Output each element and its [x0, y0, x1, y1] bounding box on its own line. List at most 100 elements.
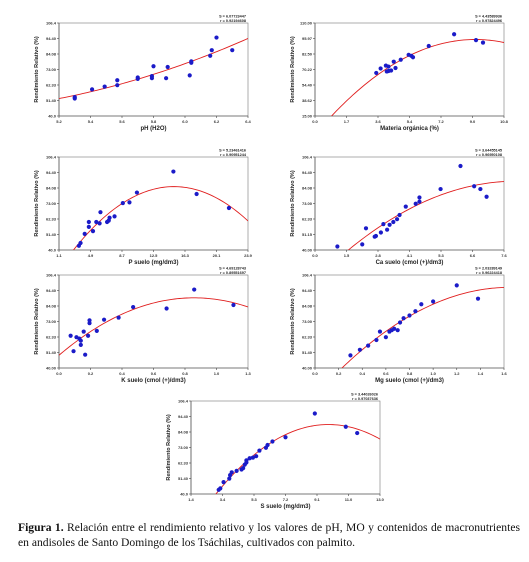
data-point	[394, 217, 400, 222]
data-point	[72, 94, 77, 100]
x-tick-label: 7.6	[501, 253, 507, 258]
y-tick-label: 95.97	[302, 36, 313, 41]
data-point	[407, 313, 412, 318]
fit-curve	[59, 38, 248, 100]
y-axis-label: Rendimiento Relativo (%)	[34, 170, 40, 236]
x-tick-label: 10.8	[500, 119, 509, 124]
data-point	[194, 191, 199, 197]
fit-stat: r = 0.92194608	[220, 19, 246, 23]
x-tick-label: 0.4	[119, 371, 125, 376]
data-point	[78, 240, 83, 246]
data-point	[247, 456, 252, 461]
data-point	[85, 333, 91, 338]
data-point	[374, 337, 379, 343]
data-point	[417, 195, 422, 200]
y-tick-label: 73.00	[46, 67, 57, 72]
x-tick-label: 5.6	[119, 119, 125, 124]
y-tick-label: 73.00	[46, 319, 57, 324]
chart-svg-mo: 0.0 1.7 3.6 5.4 7.2 9.0 10.8 15.00 38.62 54.40 70.…	[290, 15, 509, 133]
data-point	[374, 70, 379, 76]
data-point	[360, 242, 365, 247]
chart-svg-p: 1.1 4.9 8.7 12.5 16.3 20.1 23.9 40.0 51.40 62.33 7…	[34, 149, 253, 267]
plot-frame	[190, 400, 381, 495]
data-point	[383, 335, 388, 340]
x-axis-label: Ca suelo (cmol (+)/dm3)	[376, 260, 444, 266]
y-tick-label: 106.4	[302, 272, 313, 277]
data-point	[398, 57, 403, 62]
data-point	[221, 479, 226, 485]
x-tick-label: 1.0	[430, 371, 436, 376]
x-tick-label: 5.3	[251, 497, 257, 502]
y-tick-label: 106.4	[46, 154, 57, 159]
y-axis-label: Rendimiento Relativo (%)	[290, 288, 296, 354]
y-tick-label: 84.08	[46, 185, 57, 190]
data-point	[265, 442, 270, 448]
data-point	[312, 411, 317, 416]
data-point	[438, 186, 443, 192]
plot-frame	[314, 22, 505, 117]
data-point	[134, 190, 140, 195]
data-point	[378, 230, 384, 235]
data-point	[187, 73, 192, 78]
x-tick-label: 12.5	[150, 253, 159, 258]
x-tick-label: 9.1	[314, 497, 320, 502]
data-point	[283, 435, 288, 440]
plot-frame	[58, 22, 249, 117]
x-tick-label: 20.1	[213, 253, 222, 258]
y-tick-label: 94.40	[302, 170, 313, 175]
chart-svg-mg: 0.0 0.2 0.4 0.6 0.8 1.0 1.2 1.4 1.6 40.00 51.40 62.…	[290, 267, 508, 385]
x-tick-label: 6.4	[245, 119, 251, 124]
y-tick-label: 40.00	[302, 247, 313, 252]
y-tick-label: 94.40	[178, 414, 189, 419]
y-tick-label: 84.08	[46, 51, 57, 56]
fit-stat: r = 0.97824496	[476, 19, 502, 23]
chart-svg-k: 0.0 0.2 0.4 0.6 0.8 1.0 1.3 40.00 51.40 62.33 73.0…	[34, 267, 252, 385]
x-tick-label: 6.6	[470, 253, 476, 258]
chart-s-suelo: 1.4 3.4 5.3 7.2 9.1 11.0 13.0 40.0 51.40 62.33 73.…	[142, 386, 385, 511]
data-point	[413, 309, 418, 314]
data-point	[395, 328, 400, 333]
y-tick-label: 51.15	[302, 232, 313, 237]
figure-caption: Figura 1. Relación entre el rendimiento …	[18, 520, 520, 550]
data-point	[410, 55, 416, 60]
y-tick-label: 84.08	[302, 185, 313, 190]
fit-stat: S = 3.64455145	[475, 149, 502, 153]
data-point	[192, 287, 197, 292]
x-tick-label: 3.4	[220, 497, 226, 502]
y-tick-label: 94.40	[46, 288, 57, 293]
y-tick-label: 15.00	[302, 113, 313, 118]
x-tick-label: 7.2	[283, 497, 289, 502]
y-tick-label: 62.33	[46, 82, 57, 87]
data-point	[480, 40, 486, 45]
data-point	[363, 226, 369, 231]
data-point	[473, 38, 479, 43]
data-point	[231, 302, 236, 308]
x-tick-label: 5.8	[151, 119, 157, 124]
data-point	[244, 458, 249, 463]
y-tick-label: 51.40	[302, 350, 313, 355]
x-tick-label: 0.0	[312, 371, 318, 376]
chart-svg-ca: 0.0 1.5 2.8 4.1 5.3 6.6 7.6 40.00 51.15 62.33 73.0…	[290, 149, 508, 267]
x-tick-label: 1.0	[214, 371, 220, 376]
data-point	[431, 299, 436, 304]
x-tick-label: 0.8	[182, 371, 188, 376]
x-tick-label: 7.2	[438, 119, 444, 124]
data-point	[478, 186, 483, 192]
x-tick-label: 0.0	[312, 119, 318, 124]
x-tick-label: 1.4	[478, 371, 484, 376]
data-point	[335, 244, 340, 249]
x-tick-label: 0.4	[359, 371, 365, 376]
data-point	[413, 201, 418, 206]
y-tick-label: 73.00	[302, 319, 313, 324]
data-point	[234, 468, 239, 473]
y-tick-label: 84.08	[178, 429, 189, 434]
data-point	[82, 231, 87, 236]
data-point	[403, 204, 408, 209]
y-tick-label: 94.40	[46, 36, 57, 41]
x-tick-label: 5.3	[438, 253, 444, 258]
chart-mg-suelo: 0.0 0.2 0.4 0.6 0.8 1.0 1.2 1.4 1.6 40.00 51.40 62.…	[266, 260, 508, 385]
plot-frame	[58, 156, 249, 251]
data-point	[452, 32, 457, 37]
fit-stat: S = 2.03289149	[475, 267, 502, 271]
y-tick-label: 51.40	[178, 476, 189, 481]
